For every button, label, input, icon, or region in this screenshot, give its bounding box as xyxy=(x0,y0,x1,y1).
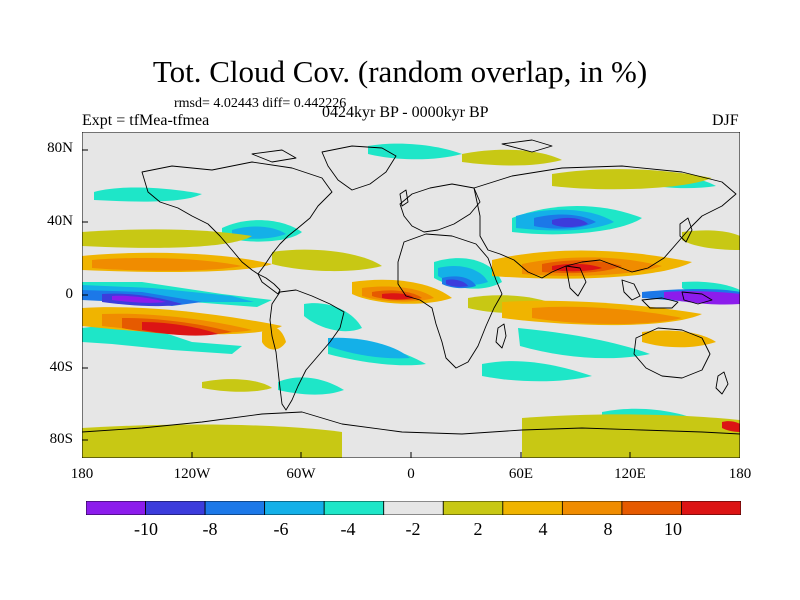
stats-label: rmsd= 4.02443 diff= 0.442226 xyxy=(174,96,347,111)
colorbar-label: 4 xyxy=(538,519,548,539)
colorbar-cell xyxy=(681,501,741,515)
x-tick-label: 60W xyxy=(286,466,316,482)
colorbar-label: -2 xyxy=(405,519,421,539)
period-label: 0424kyr BP - 0000kyr BP xyxy=(322,104,489,121)
colorbar-cell xyxy=(561,501,623,515)
colorbar-label: -6 xyxy=(273,519,289,539)
x-tick-label: 180 xyxy=(728,466,752,482)
x-tick-label: 120E xyxy=(614,466,646,482)
colorbar-cell xyxy=(264,501,325,515)
colorbar xyxy=(86,501,741,515)
colorbar-label: -10 xyxy=(134,519,158,539)
colorbar-cell xyxy=(383,501,444,515)
chart-title: Tot. Cloud Cov. (random overlap, in %) xyxy=(152,54,648,89)
colorbar-cell xyxy=(323,501,385,515)
cloud-cover-map xyxy=(82,132,740,458)
x-tick-label: 0 xyxy=(407,466,415,482)
y-tick-label: 40S xyxy=(49,359,73,375)
x-tick-label: 180 xyxy=(70,466,94,482)
y-tick-label: 0 xyxy=(65,286,74,302)
colorbar-label: 8 xyxy=(603,519,613,539)
x-tick-label: 60E xyxy=(508,466,534,482)
colorbar-label: -4 xyxy=(340,519,356,539)
colorbar-cell xyxy=(86,501,146,515)
colorbar-cell xyxy=(621,501,682,515)
coastlines xyxy=(82,139,740,435)
colorbar-cell xyxy=(502,501,563,515)
colorbar-label: -8 xyxy=(202,519,218,539)
season-label: DJF xyxy=(712,112,739,129)
colorbar-label: 2 xyxy=(473,519,483,539)
colorbar-cell xyxy=(145,501,206,515)
x-tick-label: 120W xyxy=(173,466,211,482)
y-tick-label: 40N xyxy=(47,213,73,229)
y-tick-label: 80N xyxy=(47,140,73,156)
anomaly-olive-patches xyxy=(82,149,740,458)
y-tick-label: 80S xyxy=(49,431,73,447)
colorbar-label: 10 xyxy=(664,519,682,539)
colorbar-cell xyxy=(204,501,266,515)
experiment-label: Expt = tfMea-tfmea xyxy=(82,112,210,129)
map-ticks xyxy=(82,149,631,458)
colorbar-cell xyxy=(442,501,504,515)
